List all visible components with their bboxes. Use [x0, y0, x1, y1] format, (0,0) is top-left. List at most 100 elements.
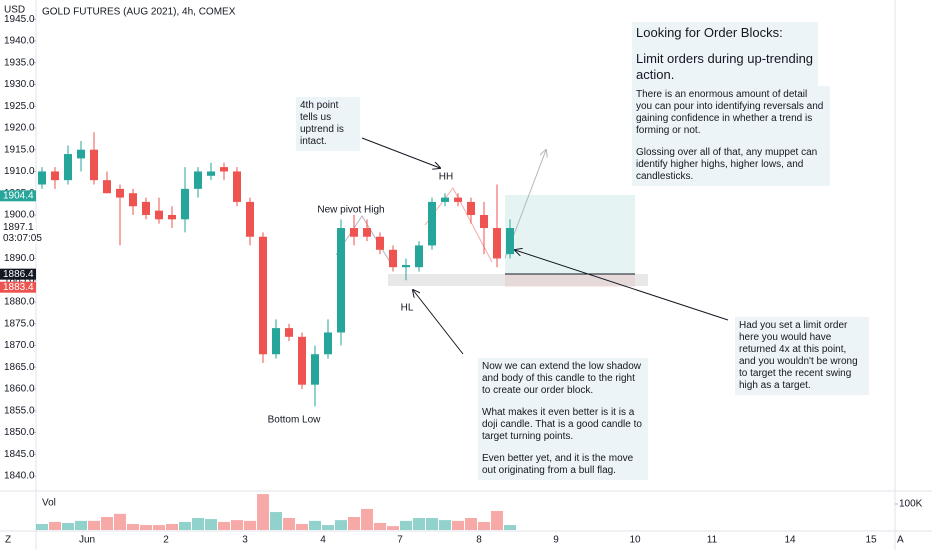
volume-label: Vol: [42, 498, 56, 509]
candle-body: [142, 201, 150, 215]
x-tick-label: Jun: [79, 535, 95, 546]
price-tag-label: 1886.4: [3, 269, 34, 280]
arrow: [515, 250, 729, 321]
candle-body: [181, 188, 189, 220]
currency: USD: [4, 5, 25, 16]
y-tick-label: 1885.0: [4, 275, 35, 286]
volume-bar: [465, 518, 477, 530]
volume-bar: [296, 524, 308, 530]
candle-body: [298, 336, 306, 385]
corner-icon[interactable]: A: [897, 535, 904, 546]
candle-body: [272, 328, 280, 355]
y-tick-label: 1865.0: [4, 362, 35, 373]
note: Now we can extend the low shadow and bod…: [478, 358, 648, 480]
x-tick-label: 11: [707, 535, 718, 546]
x-tick-label: 9: [553, 535, 559, 546]
candle-body: [64, 154, 72, 181]
candle-body: [493, 228, 501, 259]
volume-bar: [140, 525, 152, 530]
candle-body: [38, 171, 46, 185]
y-tick-label: 1880.0: [4, 297, 35, 308]
candle-body: [324, 332, 332, 355]
volume-bar: [491, 511, 503, 530]
candle-body: [168, 214, 176, 220]
y-tick-label: 1915.0: [4, 144, 35, 155]
volume-bar: [400, 520, 412, 530]
candle-body: [246, 201, 254, 237]
volume-bar: [75, 520, 87, 530]
candle-body: [402, 265, 410, 268]
candle-body: [389, 249, 397, 268]
volume-bar: [166, 524, 178, 530]
volume-bar: [322, 525, 334, 530]
x-tick-label: 15: [865, 535, 877, 546]
y-tick-label: 1930.0: [4, 79, 35, 90]
paragraph: Even better yet, and it is the move out …: [482, 453, 634, 476]
volume-bar: [36, 524, 48, 530]
volume-bar: [413, 518, 425, 530]
price-tag-label: 1897.1: [3, 222, 34, 233]
volume-bar: [49, 521, 61, 530]
candle-body: [233, 171, 241, 202]
candle-body: [363, 228, 371, 237]
volume-bar: [387, 526, 399, 530]
volume-bar: [153, 525, 165, 530]
corner-icon[interactable]: Z: [5, 535, 11, 546]
candle-body: [480, 214, 488, 229]
volume-bar: [361, 508, 373, 530]
volume-bar: [192, 518, 204, 530]
price-tag: [0, 268, 36, 280]
volume-bar: [257, 494, 269, 530]
note: There is an enormous amount of detail yo…: [632, 86, 830, 186]
volume-tick-label: 100K: [899, 499, 923, 510]
volume-bar: [283, 518, 295, 530]
heading: Looking for Order Blocks:: [636, 25, 783, 40]
y-tick-label: 1935.0: [4, 57, 35, 68]
x-tick-label: 14: [784, 535, 796, 546]
y-tick-label: 1900.0: [4, 210, 35, 221]
note: Had you set a limit order here you would…: [735, 317, 869, 395]
candle-body: [129, 193, 137, 207]
volume-bar: [205, 519, 217, 530]
paragraph: What makes it even better is it is a doj…: [482, 407, 642, 442]
arrow: [413, 290, 464, 355]
volume-bar: [478, 521, 490, 530]
paragraph: Now we can extend the low shadow and bod…: [482, 361, 641, 396]
price-tag: [0, 222, 36, 245]
candle-body: [428, 201, 436, 246]
y-tick-label: 1840.0: [4, 471, 35, 482]
candle-body: [350, 228, 358, 237]
volume-bar: [62, 522, 74, 530]
candle-body: [220, 167, 228, 172]
x-tick-label: 8: [476, 535, 482, 546]
profit-zone: [505, 195, 635, 274]
volume-bar: [439, 520, 451, 530]
volume-bar: [127, 524, 139, 530]
candle-body: [259, 236, 267, 355]
chart-title: GOLD FUTURES (AUG 2021), 4h, COMEX: [42, 7, 236, 18]
annotation: Bottom Low: [268, 415, 322, 426]
candle-body: [194, 171, 202, 189]
y-tick-label: 1875.0: [4, 318, 35, 329]
volume-bar: [244, 520, 256, 530]
candle-body: [207, 171, 215, 176]
y-tick-label: 1870.0: [4, 340, 35, 351]
volume-bar: [374, 522, 386, 530]
volume-bar: [452, 520, 464, 530]
volume-bar: [231, 520, 243, 530]
candle-body: [506, 228, 514, 255]
annotation: New pivot High: [317, 205, 384, 216]
y-tick-label: 1920.0: [4, 123, 35, 134]
volume-bar: [348, 516, 360, 530]
candle-body: [376, 236, 384, 250]
annotation: HL: [401, 303, 414, 314]
y-tick-label: 1910.0: [4, 166, 35, 177]
candle-body: [441, 197, 449, 202]
price-tag: [0, 281, 36, 293]
candle-body: [337, 228, 345, 333]
volume-bar: [101, 516, 113, 530]
volume-bar: [335, 520, 347, 530]
candle-body: [116, 188, 124, 198]
price-tag: [0, 190, 36, 202]
